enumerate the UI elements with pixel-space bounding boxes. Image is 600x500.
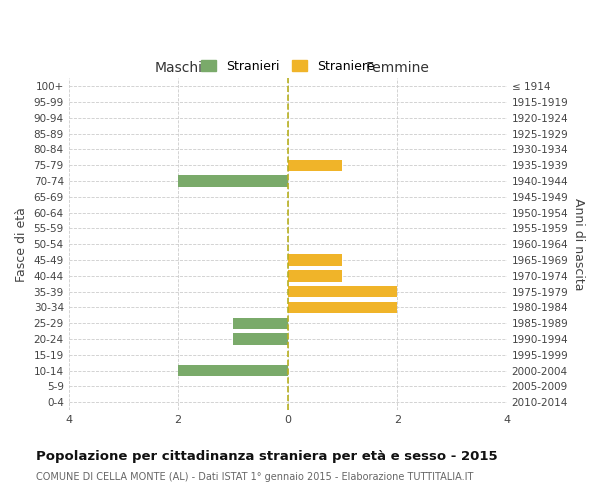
Bar bbox=[287, 286, 397, 298]
Bar bbox=[287, 160, 343, 171]
Text: COMUNE DI CELLA MONTE (AL) - Dati ISTAT 1° gennaio 2015 - Elaborazione TUTTITALI: COMUNE DI CELLA MONTE (AL) - Dati ISTAT … bbox=[36, 472, 473, 482]
Bar bbox=[178, 365, 287, 376]
Text: Femmine: Femmine bbox=[365, 61, 429, 75]
Bar bbox=[233, 334, 287, 344]
Y-axis label: Anni di nascita: Anni di nascita bbox=[572, 198, 585, 290]
Bar bbox=[287, 254, 343, 266]
Legend: Stranieri, Straniere: Stranieri, Straniere bbox=[196, 55, 379, 78]
Y-axis label: Fasce di età: Fasce di età bbox=[15, 207, 28, 282]
Text: Maschi: Maschi bbox=[154, 61, 202, 75]
Bar bbox=[178, 176, 287, 187]
Bar bbox=[233, 318, 287, 329]
Bar bbox=[287, 302, 397, 313]
Text: Popolazione per cittadinanza straniera per età e sesso - 2015: Popolazione per cittadinanza straniera p… bbox=[36, 450, 497, 463]
Bar bbox=[287, 270, 343, 281]
